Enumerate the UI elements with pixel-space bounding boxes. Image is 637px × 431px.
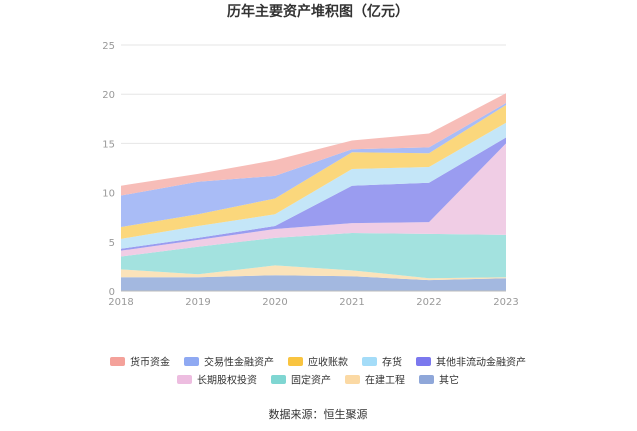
x-tick-label: 2022	[416, 297, 441, 308]
area-series-0	[121, 275, 506, 291]
area-series-2	[121, 232, 506, 279]
legend-item[interactable]: 其它	[419, 374, 459, 387]
legend-swatch	[177, 375, 192, 384]
x-tick-label: 2018	[108, 297, 133, 308]
legend-swatch	[362, 357, 377, 366]
legend-label: 长期股权投资	[197, 374, 257, 387]
area-series-8	[121, 93, 506, 196]
legend-item[interactable]: 固定资产	[271, 374, 331, 387]
area-series	[121, 93, 506, 291]
y-axis-tick-labels: 0 5 10 15 20 25	[102, 41, 115, 298]
legend-label: 存货	[382, 356, 402, 369]
x-tick-label: 2019	[185, 297, 210, 308]
legend-swatch	[345, 375, 360, 384]
legend-item[interactable]: 存货	[362, 356, 402, 369]
legend-swatch	[184, 357, 199, 366]
legend-item[interactable]: 在建工程	[345, 374, 405, 387]
legend-item[interactable]: 应收账款	[288, 356, 348, 369]
x-tick-label: 2021	[339, 297, 364, 308]
y-tick-label: 5	[109, 238, 115, 249]
y-tick-label: 10	[102, 189, 115, 200]
legend-item[interactable]: 其他非流动金融资产	[416, 356, 526, 369]
legend-swatch	[271, 375, 286, 384]
legend-swatch	[416, 357, 431, 366]
area-series-5	[121, 122, 506, 249]
legend-swatch	[288, 357, 303, 366]
area-series-4	[121, 137, 506, 251]
x-axis-tick-labels: 2018 2019 2020 2021 2022 2023	[108, 297, 518, 308]
legend-label: 在建工程	[365, 374, 405, 387]
y-tick-label: 20	[102, 90, 115, 101]
y-tick-label: 15	[102, 139, 115, 150]
legend-swatch	[419, 375, 434, 384]
legend-label: 交易性金融资产	[204, 356, 274, 369]
legend-label: 其他非流动金融资产	[436, 356, 526, 369]
area-series-3	[121, 143, 506, 257]
legend-label: 货币资金	[130, 356, 170, 369]
legend-label: 应收账款	[308, 356, 348, 369]
area-series-7	[121, 103, 506, 228]
legend-item[interactable]: 货币资金	[110, 356, 170, 369]
legend-item[interactable]: 长期股权投资	[177, 374, 257, 387]
legend-swatch	[110, 357, 125, 366]
y-tick-label: 25	[102, 41, 115, 52]
area-series-1	[121, 265, 506, 281]
x-tick-label: 2023	[493, 297, 518, 308]
legend-label: 其它	[439, 374, 459, 387]
x-tick-label: 2020	[262, 297, 287, 308]
area-series-6	[121, 105, 506, 239]
y-tick-label: 0	[109, 287, 115, 298]
legend-label: 固定资产	[291, 374, 331, 387]
legend-item[interactable]: 交易性金融资产	[184, 356, 274, 369]
data-source: 数据来源：恒生聚源	[269, 407, 368, 421]
chart-title: 历年主要资产堆积图（亿元）	[227, 3, 409, 20]
